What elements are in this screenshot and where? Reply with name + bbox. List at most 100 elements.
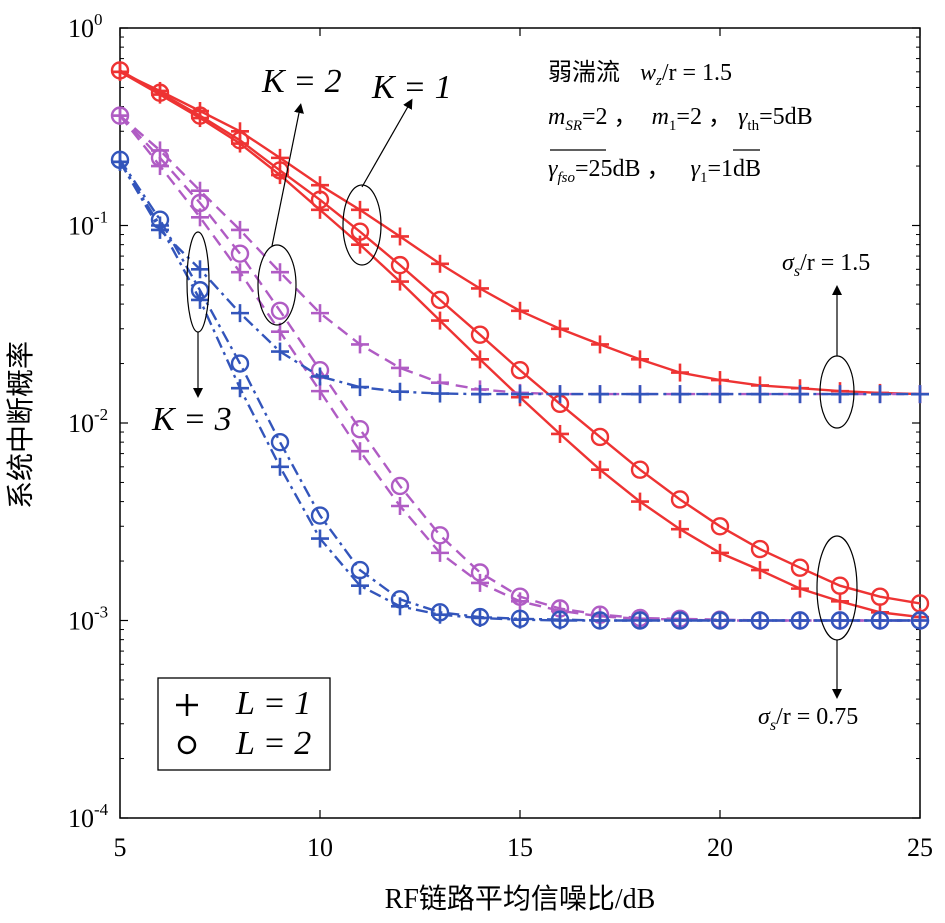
data-point-plus: [151, 216, 169, 235]
data-point-plus: [711, 385, 729, 404]
parameter-annotations: 弱湍流 wz/r = 1.5 mSR=2 ， m1=2 ， γth=5dB γf…: [548, 59, 813, 186]
data-point-plus: [111, 106, 129, 125]
data-point-plus: [631, 350, 649, 369]
x-axis-label: RF链路平均信噪比/dB: [385, 883, 656, 915]
data-point-plus: [591, 611, 609, 630]
data-point-plus: [191, 208, 209, 227]
axis-ticks: 5 10 15 20 25 100 10-1 10-2 10-3 10-4: [68, 10, 933, 862]
data-point-circle: [590, 427, 610, 447]
series-layer: [110, 61, 930, 630]
series-line-k2-l1: [119, 114, 920, 622]
data-point-circle: [270, 301, 290, 320]
data-point-plus: [791, 611, 809, 630]
data-point-plus: [511, 610, 529, 629]
data-point-plus: [631, 385, 649, 404]
series-line-k2-l2: [119, 114, 920, 622]
data-point-plus: [431, 605, 449, 624]
data-point-plus: [391, 597, 409, 616]
x-tick-label: 5: [114, 833, 127, 862]
data-point-plus: [831, 592, 849, 611]
sigma-hi-sub: s: [794, 263, 800, 280]
svg-text:γfso=25dB ， γ1=1dB: γfso=25dB ， γ1=1dB: [548, 156, 761, 186]
data-point-plus: [191, 181, 209, 200]
data-point-plus: [351, 335, 369, 354]
data-point-plus: [271, 342, 289, 361]
gamma-fso-symbol: γ: [548, 156, 558, 182]
data-point-plus: [831, 611, 849, 630]
data-point-plus: [231, 304, 249, 323]
k2-label: K = 2: [261, 63, 342, 100]
data-point-plus: [591, 335, 609, 354]
data-point-plus: [511, 301, 529, 320]
data-point-plus: [791, 385, 809, 404]
m1-symbol: m: [652, 104, 669, 130]
legend: L = 1 L = 2: [157, 677, 331, 771]
data-point-plus: [511, 592, 529, 611]
data-point-plus: [431, 311, 449, 330]
data-point-plus: [431, 254, 449, 273]
data-point-plus: [631, 611, 649, 630]
gamma-fso-sub: fso: [557, 170, 575, 186]
data-point-plus: [511, 385, 529, 404]
data-point-plus: [391, 358, 409, 377]
ws-sub: z: [655, 73, 662, 89]
data-point-plus: [871, 611, 889, 630]
data-point-plus: [271, 322, 289, 341]
data-point-circle: [230, 244, 250, 263]
data-point-circle: [670, 490, 690, 509]
gamma-1-value: =1dB: [708, 156, 762, 182]
data-point-plus: [631, 492, 649, 511]
data-point-plus: [831, 385, 849, 404]
data-point-plus: [231, 134, 249, 153]
data-point-plus: [271, 263, 289, 282]
legend-circle-icon: [177, 735, 197, 755]
data-point-plus: [351, 200, 369, 219]
gamma-th-value: =5dB: [759, 104, 813, 130]
y-tick-label: 10-4: [68, 800, 109, 833]
data-point-plus: [471, 608, 489, 627]
y-tick-label: 100: [68, 10, 103, 43]
series-line-k1-l1: [119, 70, 921, 619]
sigma-lo-symbol: σ: [758, 704, 771, 730]
k2-ellipse: [257, 244, 297, 326]
data-point-plus: [471, 385, 489, 404]
data-point-plus: [551, 385, 569, 404]
sigma-lo-value: /r = 0.75: [776, 704, 858, 730]
data-point-plus: [871, 385, 889, 404]
data-point-circle: [750, 539, 770, 559]
data-point-plus: [311, 529, 329, 548]
k1-ellipse: [342, 184, 382, 266]
data-point-plus: [551, 424, 569, 443]
k2-arrow: [271, 103, 304, 247]
gamma-th-symbol: γ: [738, 104, 748, 130]
y-tick-label: 10-3: [68, 603, 108, 636]
data-point-plus: [231, 379, 249, 398]
data-point-plus: [471, 573, 489, 592]
data-point-plus: [911, 385, 929, 404]
data-point-plus: [351, 378, 369, 397]
y-tick-label: 10-1: [68, 208, 108, 241]
ws-value: /r = 1.5: [662, 60, 732, 86]
legend-plus-icon: [176, 694, 198, 716]
data-point-plus: [311, 200, 329, 219]
series-line-k1-l2: [119, 69, 921, 605]
data-point-plus: [191, 260, 209, 279]
gamma-fso-value: =25dB ，: [575, 156, 671, 182]
data-point-plus: [191, 109, 209, 128]
data-point-circle: [710, 517, 730, 536]
x-tick-label: 25: [907, 833, 933, 862]
m-sr-symbol: m: [548, 104, 565, 130]
data-point-circle: [470, 325, 490, 344]
data-point-circle: [510, 361, 530, 380]
gamma-th-sub: th: [747, 118, 759, 134]
data-point-circle: [350, 420, 370, 439]
data-point-plus: [431, 543, 449, 562]
data-point-plus: [311, 304, 329, 323]
ws-symbol: w: [640, 60, 656, 86]
svg-text:mSR=2 ， m1=2 ， γth: mSR=2 ， m1=2 ， γth=5dB: [548, 104, 813, 134]
k1-arrow: [361, 98, 413, 188]
m1-value: =2 ，: [676, 104, 732, 130]
m-sr-value: =2 ，: [582, 104, 638, 130]
x-tick-label: 15: [507, 833, 533, 862]
data-point-plus: [471, 350, 489, 369]
